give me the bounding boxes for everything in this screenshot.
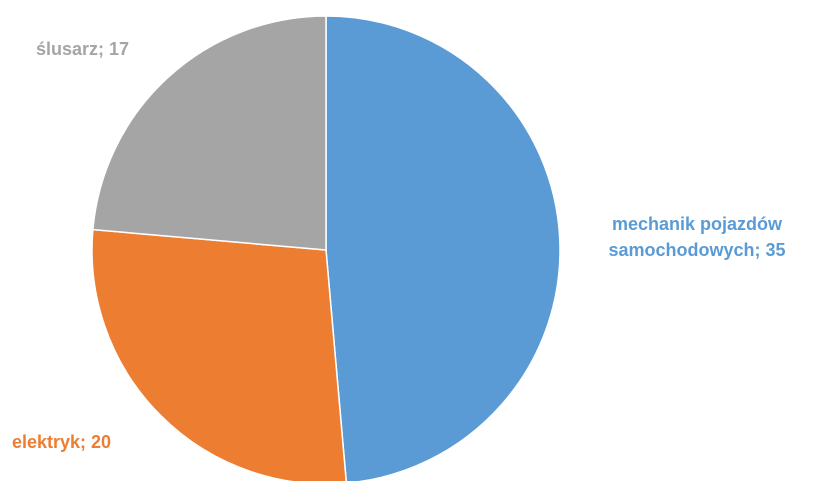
pie-slice-elektryk: [91, 228, 347, 481]
slice-label-line: samochodowych; 35: [608, 240, 786, 260]
slice-label-slusarz: ślusarz; 17: [36, 36, 129, 62]
pie-slice-mechanik: [325, 15, 561, 481]
slice-label-line: elektryk; 20: [12, 432, 112, 452]
slice-label-elektryk: elektryk; 20: [12, 429, 111, 455]
pie-slice-slusarz: [92, 15, 327, 251]
slice-label-mechanik: mechanik pojazdów samochodowych; 35: [583, 211, 811, 263]
slice-label-line: ślusarz; 17: [36, 39, 130, 59]
slice-label-line: mechanik pojazdów: [611, 214, 783, 234]
